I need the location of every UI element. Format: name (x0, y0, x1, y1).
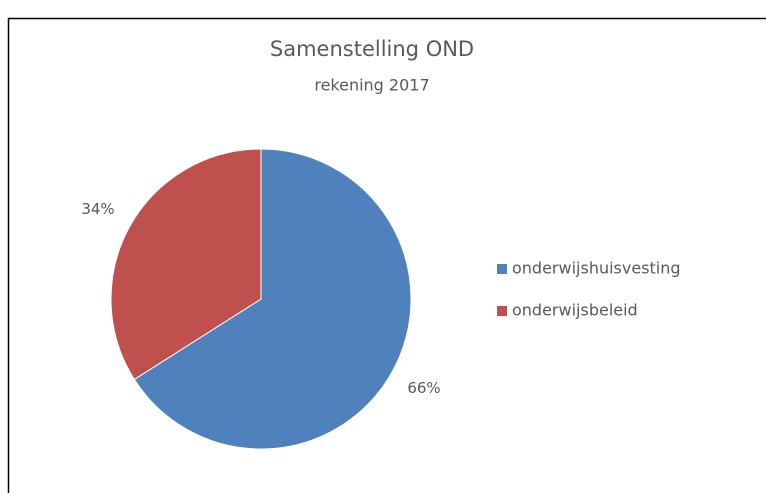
legend-label: onderwijshuisvesting (512, 259, 681, 278)
chart-title: Samenstelling OND (270, 37, 474, 61)
data-label: 34% (81, 200, 114, 218)
data-label: 66% (407, 379, 440, 397)
chart-subtitle: rekening 2017 (314, 76, 429, 95)
legend-swatch (497, 264, 507, 274)
pie-slice (110, 148, 262, 381)
pie-slice (133, 148, 412, 450)
legend-swatch (497, 306, 507, 316)
legend-label: onderwijsbeleid (512, 301, 638, 320)
